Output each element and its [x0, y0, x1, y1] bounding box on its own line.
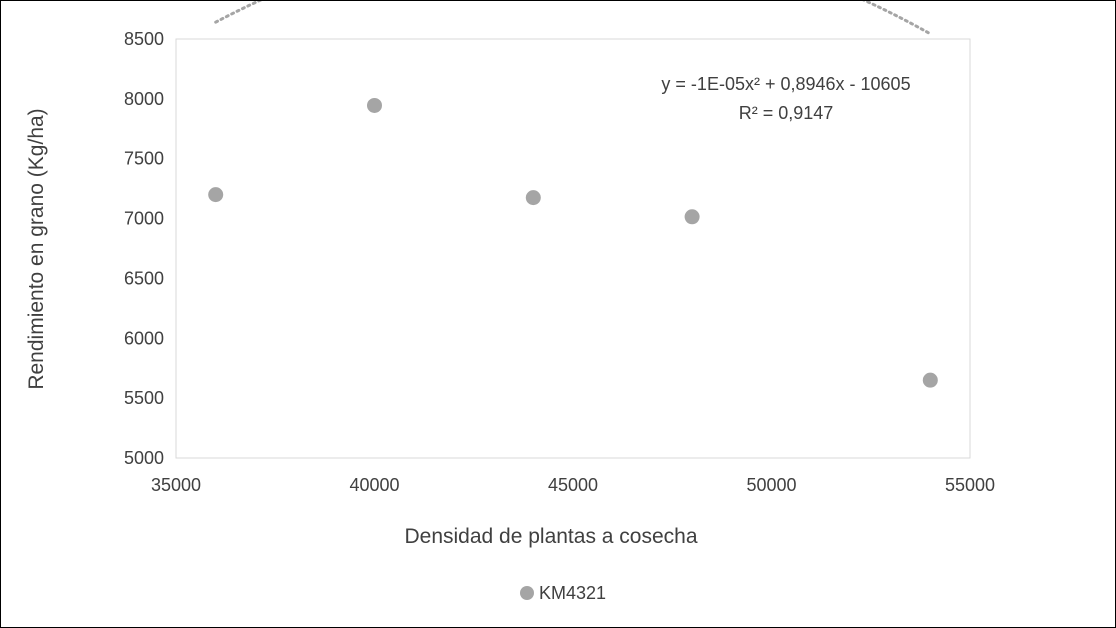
y-tick-label: 8000 — [124, 89, 164, 109]
plot-area-border — [175, 38, 971, 459]
data-point — [208, 187, 224, 203]
x-tick-label: 50000 — [746, 475, 796, 495]
y-axis-ticks: 5000 5500 6000 6500 7000 7500 8000 8500 — [124, 29, 164, 468]
x-tick-label: 40000 — [349, 475, 399, 495]
legend-marker — [520, 586, 534, 600]
trendline-r2: R² = 0,9147 — [739, 103, 834, 123]
x-axis-title: Densidad de plantas a cosecha — [404, 525, 697, 548]
data-point — [367, 97, 382, 113]
y-tick-label: 5000 — [124, 448, 164, 468]
trendline — [214, 1, 932, 36]
y-tick-label: 6500 — [124, 268, 164, 288]
y-tick-label: 7500 — [124, 149, 164, 169]
x-tick-label: 45000 — [548, 475, 598, 495]
y-axis-title: Rendimiento en grano (Kg/ha) — [25, 108, 48, 389]
legend-label: KM4321 — [539, 583, 606, 603]
trendline-equation: y = -1E-05x² + 0,8946x - 10605 — [661, 74, 910, 94]
data-point — [922, 372, 938, 388]
x-axis-ticks: 35000 40000 45000 50000 55000 — [151, 475, 995, 495]
data-points — [208, 97, 938, 388]
data-point — [525, 190, 541, 206]
x-tick-label: 55000 — [945, 475, 995, 495]
data-point — [684, 209, 700, 225]
x-tick-label: 35000 — [151, 475, 201, 495]
legend: KM4321 — [520, 583, 606, 603]
y-tick-label: 8500 — [124, 29, 164, 49]
y-tick-label: 5500 — [124, 388, 164, 408]
y-tick-label: 7000 — [124, 209, 164, 229]
y-tick-label: 6000 — [124, 328, 164, 348]
